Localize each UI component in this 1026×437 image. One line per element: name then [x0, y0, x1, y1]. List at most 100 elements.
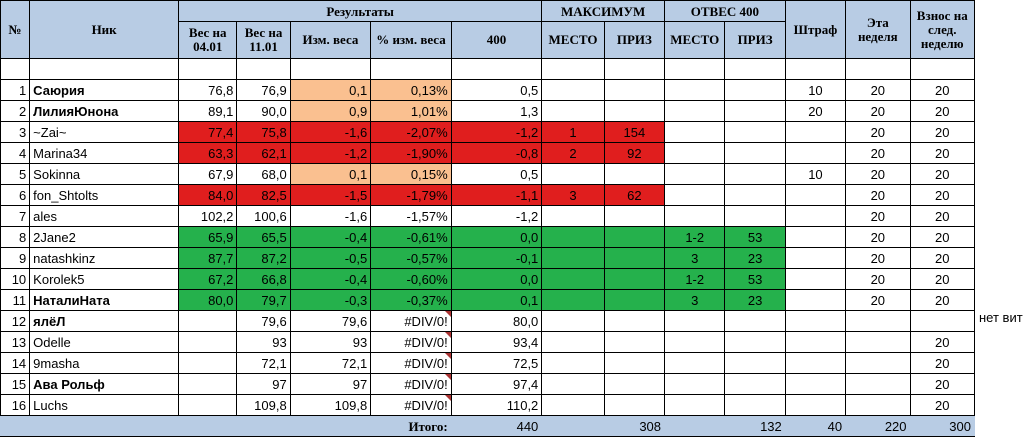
- weight-1101-cell[interactable]: 72,1: [236, 352, 291, 374]
- otves-prize-cell[interactable]: [724, 184, 786, 206]
- row-number-cell[interactable]: 12: [0, 310, 31, 332]
- header-next[interactable]: Взнос на след. неделю: [909, 0, 976, 59]
- weight-change-cell[interactable]: 93: [289, 331, 372, 353]
- weight-change-pct-cell[interactable]: -0,60%: [370, 268, 452, 290]
- weight-0401-cell[interactable]: [178, 394, 238, 416]
- next-week-fee-cell[interactable]: 20: [909, 121, 976, 143]
- cell[interactable]: [29, 58, 180, 80]
- otves-place-cell[interactable]: [664, 184, 726, 206]
- weight-change-cell[interactable]: 0,1: [289, 163, 372, 185]
- nick-cell[interactable]: 2Jane2: [29, 226, 180, 248]
- weight-0401-cell[interactable]: 89,1: [178, 100, 238, 122]
- this-week-cell[interactable]: 20: [845, 268, 911, 290]
- otves-prize-cell[interactable]: [724, 205, 786, 227]
- max-prize-cell[interactable]: [603, 331, 666, 353]
- this-week-cell[interactable]: [845, 394, 911, 416]
- this-week-cell[interactable]: 20: [845, 163, 911, 185]
- max-prize-cell[interactable]: [603, 310, 666, 332]
- value-400-cell[interactable]: 0,0: [450, 226, 543, 248]
- cell[interactable]: [178, 58, 238, 80]
- otves-place-cell[interactable]: [664, 121, 726, 143]
- fine-cell[interactable]: [784, 331, 847, 353]
- cell[interactable]: [909, 58, 976, 80]
- value-400-cell[interactable]: -1,1: [450, 184, 543, 206]
- weight-change-pct-cell[interactable]: #DIV/0!: [370, 373, 452, 395]
- max-prize-cell[interactable]: [603, 373, 666, 395]
- otves-place-cell[interactable]: 3: [664, 289, 726, 311]
- max-prize-cell[interactable]: 92: [603, 142, 666, 164]
- weight-1101-cell[interactable]: 76,9: [236, 79, 291, 101]
- weight-change-pct-cell[interactable]: -1,79%: [370, 184, 452, 206]
- max-place-cell[interactable]: [541, 373, 605, 395]
- weight-1101-cell[interactable]: 66,8: [236, 268, 291, 290]
- weight-0401-cell[interactable]: 80,0: [178, 289, 238, 311]
- weight-change-cell[interactable]: 0,9: [289, 100, 372, 122]
- this-week-cell[interactable]: 20: [845, 79, 911, 101]
- otves-prize-cell[interactable]: 23: [724, 247, 786, 269]
- fine-cell[interactable]: 10: [784, 163, 847, 185]
- weight-0401-cell[interactable]: 76,8: [178, 79, 238, 101]
- weight-0401-cell[interactable]: 87,7: [178, 247, 238, 269]
- max-place-cell[interactable]: 1: [541, 121, 605, 143]
- cell[interactable]: [845, 58, 911, 80]
- total-fine-cell[interactable]: 40: [784, 415, 847, 437]
- weight-0401-cell[interactable]: 77,4: [178, 121, 238, 143]
- weight-1101-cell[interactable]: 93: [236, 331, 291, 353]
- next-week-fee-cell[interactable]: 20: [909, 394, 976, 416]
- value-400-cell[interactable]: 97,4: [450, 373, 543, 395]
- otves-place-cell[interactable]: [664, 79, 726, 101]
- max-place-cell[interactable]: [541, 268, 605, 290]
- weight-1101-cell[interactable]: 97: [236, 373, 291, 395]
- nick-cell[interactable]: 9masha: [29, 352, 180, 374]
- total-this-week-cell[interactable]: 220: [845, 415, 911, 437]
- otves-place-cell[interactable]: [664, 373, 726, 395]
- weight-0401-cell[interactable]: 102,2: [178, 205, 238, 227]
- row-number-cell[interactable]: 11: [0, 289, 31, 311]
- row-number-cell[interactable]: 6: [0, 184, 31, 206]
- nick-cell[interactable]: fon_Shtolts: [29, 184, 180, 206]
- fine-cell[interactable]: [784, 310, 847, 332]
- this-week-cell[interactable]: 20: [845, 289, 911, 311]
- weight-0401-cell[interactable]: 65,9: [178, 226, 238, 248]
- cell[interactable]: [603, 58, 666, 80]
- otves-prize-cell[interactable]: [724, 121, 786, 143]
- next-week-fee-cell[interactable]: 20: [909, 184, 976, 206]
- next-week-fee-cell[interactable]: 20: [909, 289, 976, 311]
- max-place-cell[interactable]: [541, 289, 605, 311]
- weight-change-pct-cell[interactable]: 0,15%: [370, 163, 452, 185]
- nick-cell[interactable]: Саюрия: [29, 79, 180, 101]
- otves-prize-cell[interactable]: [724, 394, 786, 416]
- otves-place-cell[interactable]: [664, 100, 726, 122]
- max-prize-cell[interactable]: [603, 268, 666, 290]
- weight-change-pct-cell[interactable]: -1,57%: [370, 205, 452, 227]
- otves-place-cell[interactable]: 1-2: [664, 226, 726, 248]
- otves-prize-cell[interactable]: 53: [724, 268, 786, 290]
- weight-change-pct-cell[interactable]: -2,07%: [370, 121, 452, 143]
- fine-cell[interactable]: [784, 289, 847, 311]
- max-prize-cell[interactable]: [603, 394, 666, 416]
- weight-1101-cell[interactable]: 87,2: [236, 247, 291, 269]
- this-week-cell[interactable]: 20: [845, 184, 911, 206]
- header-weight-change[interactable]: Изм. веса: [289, 21, 372, 59]
- otves-prize-cell[interactable]: [724, 310, 786, 332]
- weight-change-pct-cell[interactable]: -0,57%: [370, 247, 452, 269]
- value-400-cell[interactable]: 0,1: [450, 289, 543, 311]
- next-week-fee-cell[interactable]: 20: [909, 373, 976, 395]
- nick-cell[interactable]: ЛилияЮнона: [29, 100, 180, 122]
- nick-cell[interactable]: Odelle: [29, 331, 180, 353]
- row-number-cell[interactable]: 3: [0, 121, 31, 143]
- cell[interactable]: [289, 58, 372, 80]
- value-400-cell[interactable]: 80,0: [450, 310, 543, 332]
- next-week-fee-cell[interactable]: 20: [909, 331, 976, 353]
- weight-0401-cell[interactable]: [178, 352, 238, 374]
- weight-1101-cell[interactable]: 62,1: [236, 142, 291, 164]
- header-otves-place[interactable]: МЕСТО: [664, 21, 726, 59]
- max-prize-cell[interactable]: [603, 352, 666, 374]
- max-prize-cell[interactable]: [603, 289, 666, 311]
- weight-1101-cell[interactable]: 68,0: [236, 163, 291, 185]
- total-400-cell[interactable]: 440: [450, 415, 543, 437]
- row-number-cell[interactable]: 2: [0, 100, 31, 122]
- max-place-cell[interactable]: 2: [541, 142, 605, 164]
- max-place-cell[interactable]: [541, 331, 605, 353]
- row-number-cell[interactable]: 13: [0, 331, 31, 353]
